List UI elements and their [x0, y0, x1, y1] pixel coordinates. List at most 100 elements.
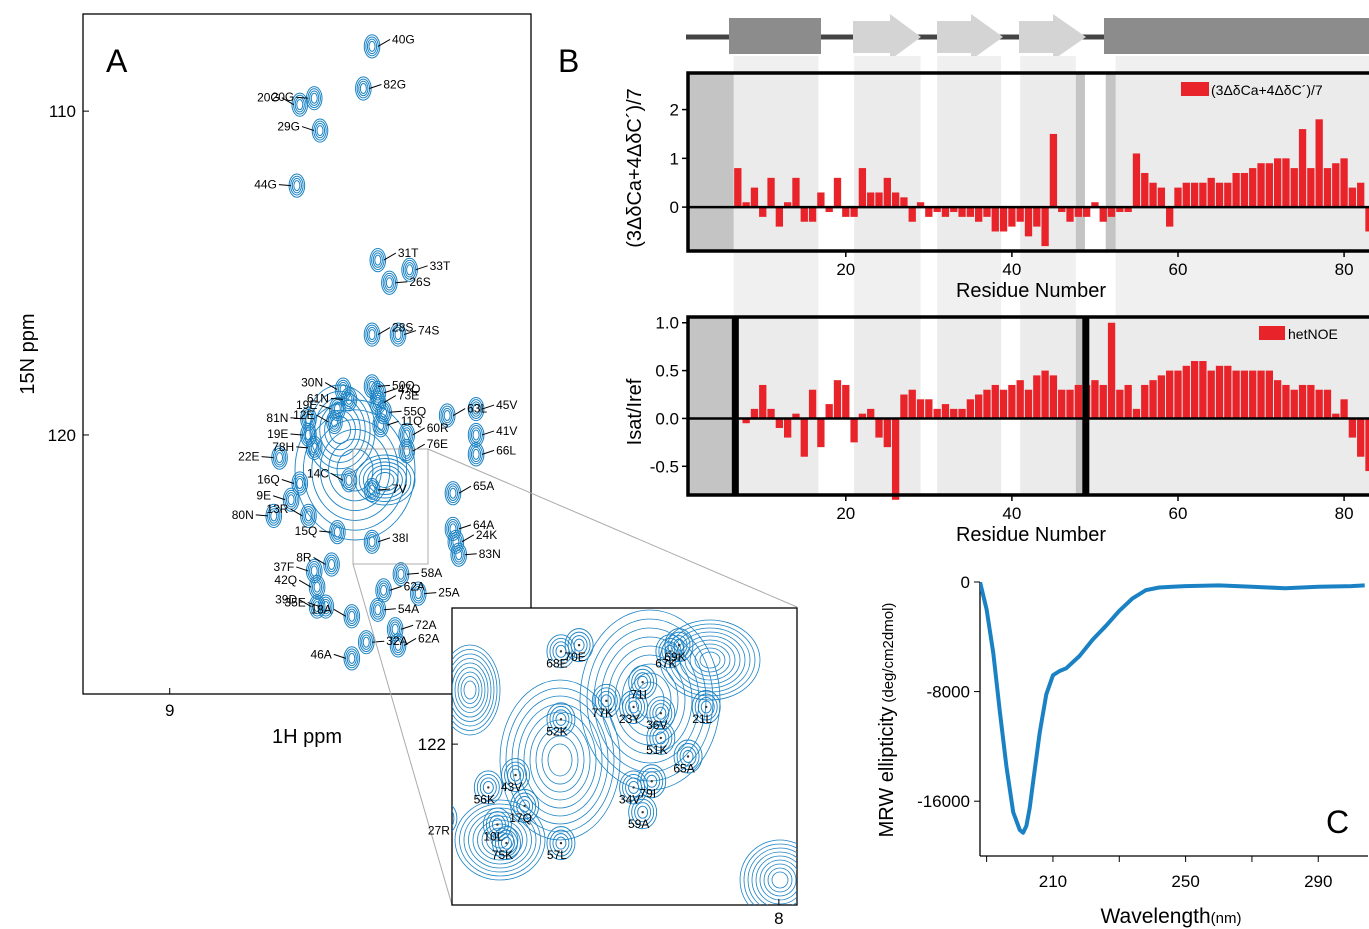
- inset-peak-contour: [564, 628, 594, 663]
- inset-peak-label: 79I: [639, 786, 656, 800]
- peak-leader: [383, 388, 396, 394]
- peak-contour: [300, 503, 317, 529]
- peak-contour: [309, 563, 320, 579]
- peak-contour: [467, 442, 485, 467]
- inset-peak-contour: [622, 773, 646, 801]
- inset-peak-contour: [628, 700, 640, 714]
- peak-label: 22E: [238, 450, 259, 464]
- peak-contour: [362, 636, 370, 648]
- x-tick-label: 20: [836, 260, 855, 279]
- peak-contour: [384, 275, 395, 291]
- panel-c-letter: C: [1326, 804, 1349, 840]
- inset-peak-contour: [555, 644, 567, 658]
- residue-bar: [1166, 370, 1174, 419]
- residue-bar: [842, 384, 850, 419]
- peak-contour: [442, 407, 453, 424]
- a-y-tick-label: 120: [48, 426, 76, 445]
- peak-contour: [372, 413, 390, 438]
- inset-background-contour: [747, 847, 797, 905]
- peak-leader: [298, 579, 312, 588]
- inset-peak: [619, 770, 649, 805]
- peak-leader: [377, 384, 391, 387]
- peak-contour: [472, 403, 480, 415]
- c-x-tick-label: 210: [1039, 872, 1067, 891]
- peak: [389, 633, 407, 658]
- inset-peak: [628, 665, 658, 700]
- peak-contour: [276, 452, 284, 464]
- a-y-tick-label: 110: [49, 102, 76, 121]
- peak-contour: [358, 80, 369, 97]
- residue-bar: [1199, 182, 1207, 208]
- residue-bar: [1265, 163, 1273, 208]
- peak-contour: [313, 601, 321, 613]
- residue-bar: [1074, 207, 1082, 217]
- peak-label: 26S: [409, 275, 430, 289]
- inset-peak-contour: [519, 799, 531, 813]
- inset-background-contour: [454, 667, 486, 713]
- residue-bar: [950, 408, 958, 419]
- residue-bar: [759, 207, 767, 217]
- peak-contour: [326, 409, 343, 435]
- inset-background-contour: [457, 671, 483, 709]
- inset-y-tick-label: 122: [418, 735, 446, 754]
- peak-leader: [403, 637, 417, 646]
- residue-bar: [1058, 389, 1066, 419]
- peak-contour: [346, 608, 357, 624]
- peak-label: 16Q: [257, 473, 280, 487]
- residue-bar: [958, 408, 966, 419]
- peak-leader: [296, 446, 309, 449]
- inset-background-contour: [679, 635, 741, 685]
- cd-spectrum-line: [980, 582, 1365, 835]
- peak: [401, 257, 418, 282]
- peak-leader: [458, 524, 472, 530]
- peak-leader: [290, 417, 303, 420]
- residue-bar: [1323, 389, 1332, 419]
- residue-bar: [1024, 207, 1033, 237]
- peak-contour: [309, 440, 320, 456]
- peak-contour: [291, 177, 302, 194]
- dark-shade: [688, 317, 734, 495]
- residue-bar: [1348, 187, 1357, 208]
- peak-leader: [400, 624, 414, 630]
- peak-contour: [312, 579, 323, 595]
- peak-label: 46A: [310, 647, 331, 661]
- residue-bar: [750, 187, 759, 208]
- residue-bar: [1207, 370, 1215, 419]
- b-bottom-x-axis-title: Residue Number: [956, 524, 1106, 546]
- background-contour: [362, 461, 408, 499]
- x-tick-label: 60: [1169, 260, 1188, 279]
- peak-contour: [343, 604, 361, 629]
- inset-peak-contour: [452, 805, 458, 832]
- inset-peak-contour: [637, 805, 649, 819]
- peak-contour: [346, 650, 357, 667]
- peak-label: 29G: [277, 120, 300, 134]
- peak-label: 41V: [496, 424, 517, 438]
- peak-contour: [270, 510, 278, 522]
- b-top-y-axis-title: (3ΔδCa+4ΔδC´)/7: [624, 88, 646, 248]
- c-x-axis-title: Wavelength(nm): [1101, 905, 1242, 928]
- residue-bar: [900, 394, 908, 419]
- residue-bar: [784, 418, 792, 438]
- inset-background-contour: [674, 631, 746, 689]
- peak-contour: [311, 118, 329, 143]
- peak-leader: [290, 433, 303, 436]
- inset-peak-contour: [507, 765, 525, 786]
- inset-peak-contour: [555, 836, 567, 850]
- strand-2: [937, 14, 1003, 60]
- residue-bar: [1340, 399, 1348, 419]
- peak-leader: [281, 479, 294, 484]
- c-y-tick-label: 0: [961, 573, 970, 592]
- helix-1: [729, 18, 821, 54]
- peak-leader: [296, 566, 309, 572]
- residue-bar: [1182, 365, 1190, 419]
- residue-bar: [1091, 380, 1099, 419]
- inset-peak-contour: [552, 641, 570, 662]
- inset-peak: [646, 720, 676, 755]
- peak: [343, 646, 361, 671]
- peak-contour: [363, 34, 381, 59]
- inset-peak-label: 71I: [630, 687, 647, 701]
- peak-contour: [389, 322, 407, 347]
- residue-bar: [1124, 207, 1132, 212]
- inset-peak-label: 17Q: [509, 811, 532, 825]
